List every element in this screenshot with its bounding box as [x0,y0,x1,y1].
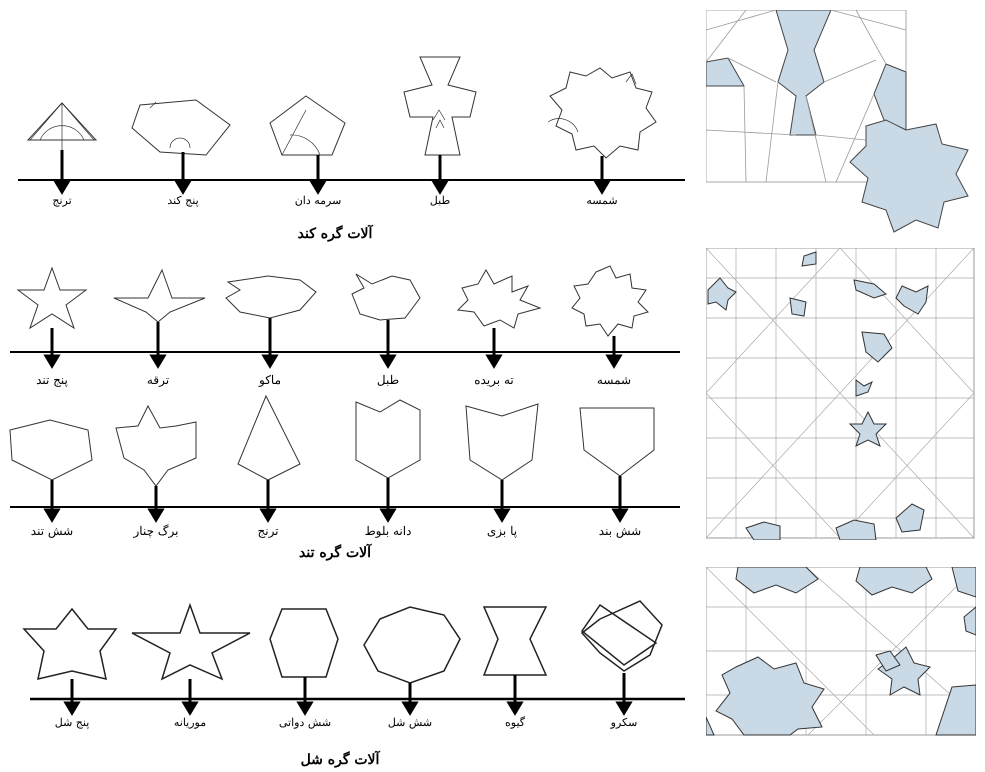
shape-giveh [482,606,548,676]
shape-shesh-band [579,407,655,477]
label-g2-r2-3: دانه بلوط [364,524,412,538]
shape-shesh-tond [9,419,93,481]
label-g3-2: شش دواتی [278,716,332,729]
arrow-down-icon [309,180,327,195]
shape-daneh-baloot [355,399,421,479]
shape-moriyaneh [131,602,251,681]
arrow-down-icon [431,180,449,195]
shape-pa-bozi [465,403,539,481]
label-g2-r1-5: شمسه [596,373,632,387]
pattern-panel-1 [706,10,969,233]
label-g1-1: پنج کند [167,194,199,207]
shape-panj-tond [16,266,88,330]
shape-barg-chenar [115,404,197,487]
group3-title: آلات گره شل [300,752,380,768]
shape-panj-kond [131,99,231,156]
label-g2-r2-0: شش تند [30,524,74,538]
label-g1-2: سرمه دان [294,194,342,207]
group3-diagram [22,600,685,716]
label-g3-0: پنج شل [54,716,90,729]
label-g3-3: شش شل [387,716,433,729]
label-g3-1: موریانه [173,716,207,729]
label-g2-r1-2: ماکو [259,373,281,387]
shape-shesh-davati [269,608,339,678]
arrow-down-icon [174,180,192,195]
label-g3-4: گیوه [504,716,526,729]
pattern-panel-3 [706,567,976,736]
label-g1-0: ترنج [52,194,72,207]
shape-shamseh [549,67,657,159]
label-g1-3: طبل [429,194,451,207]
shape-shesh-shel [363,606,461,684]
label-g2-r1-3: طبل [376,373,400,387]
shape-sormeh-dan [269,95,346,156]
shape-tabl-2 [351,273,421,321]
label-g2-r2-4: پا بزی [486,524,518,538]
shape-panj-shel [22,607,118,681]
shape-sakro [580,600,663,672]
label-g3-5: سکرو [610,716,638,729]
group1-diagram [18,56,685,195]
group1-title: آلات گره کند [297,226,373,242]
shape-mako [225,275,317,319]
shape-shamseh-2 [571,265,649,337]
label-g2-r2-1: برگ چنار [133,524,179,538]
label-g2-r1-0: پنج تند [36,373,68,387]
group2-diagram [9,265,680,523]
shape-tabl [403,56,477,156]
arrow-down-icon [53,180,71,195]
label-g1-4: شمسه [586,194,618,207]
shape-toranj-2 [237,394,301,481]
shape-teh-borideh [456,268,542,329]
label-g2-r2-2: ترنج [257,524,279,538]
pattern-panel-2 [706,248,975,540]
label-g2-r1-1: ترقه [146,373,170,387]
label-g2-r1-4: ته بریده [474,373,514,387]
arrow-down-icon [593,180,611,195]
label-g2-r2-5: شش بند [598,524,642,538]
group2-title: آلات گره تند [299,545,371,561]
